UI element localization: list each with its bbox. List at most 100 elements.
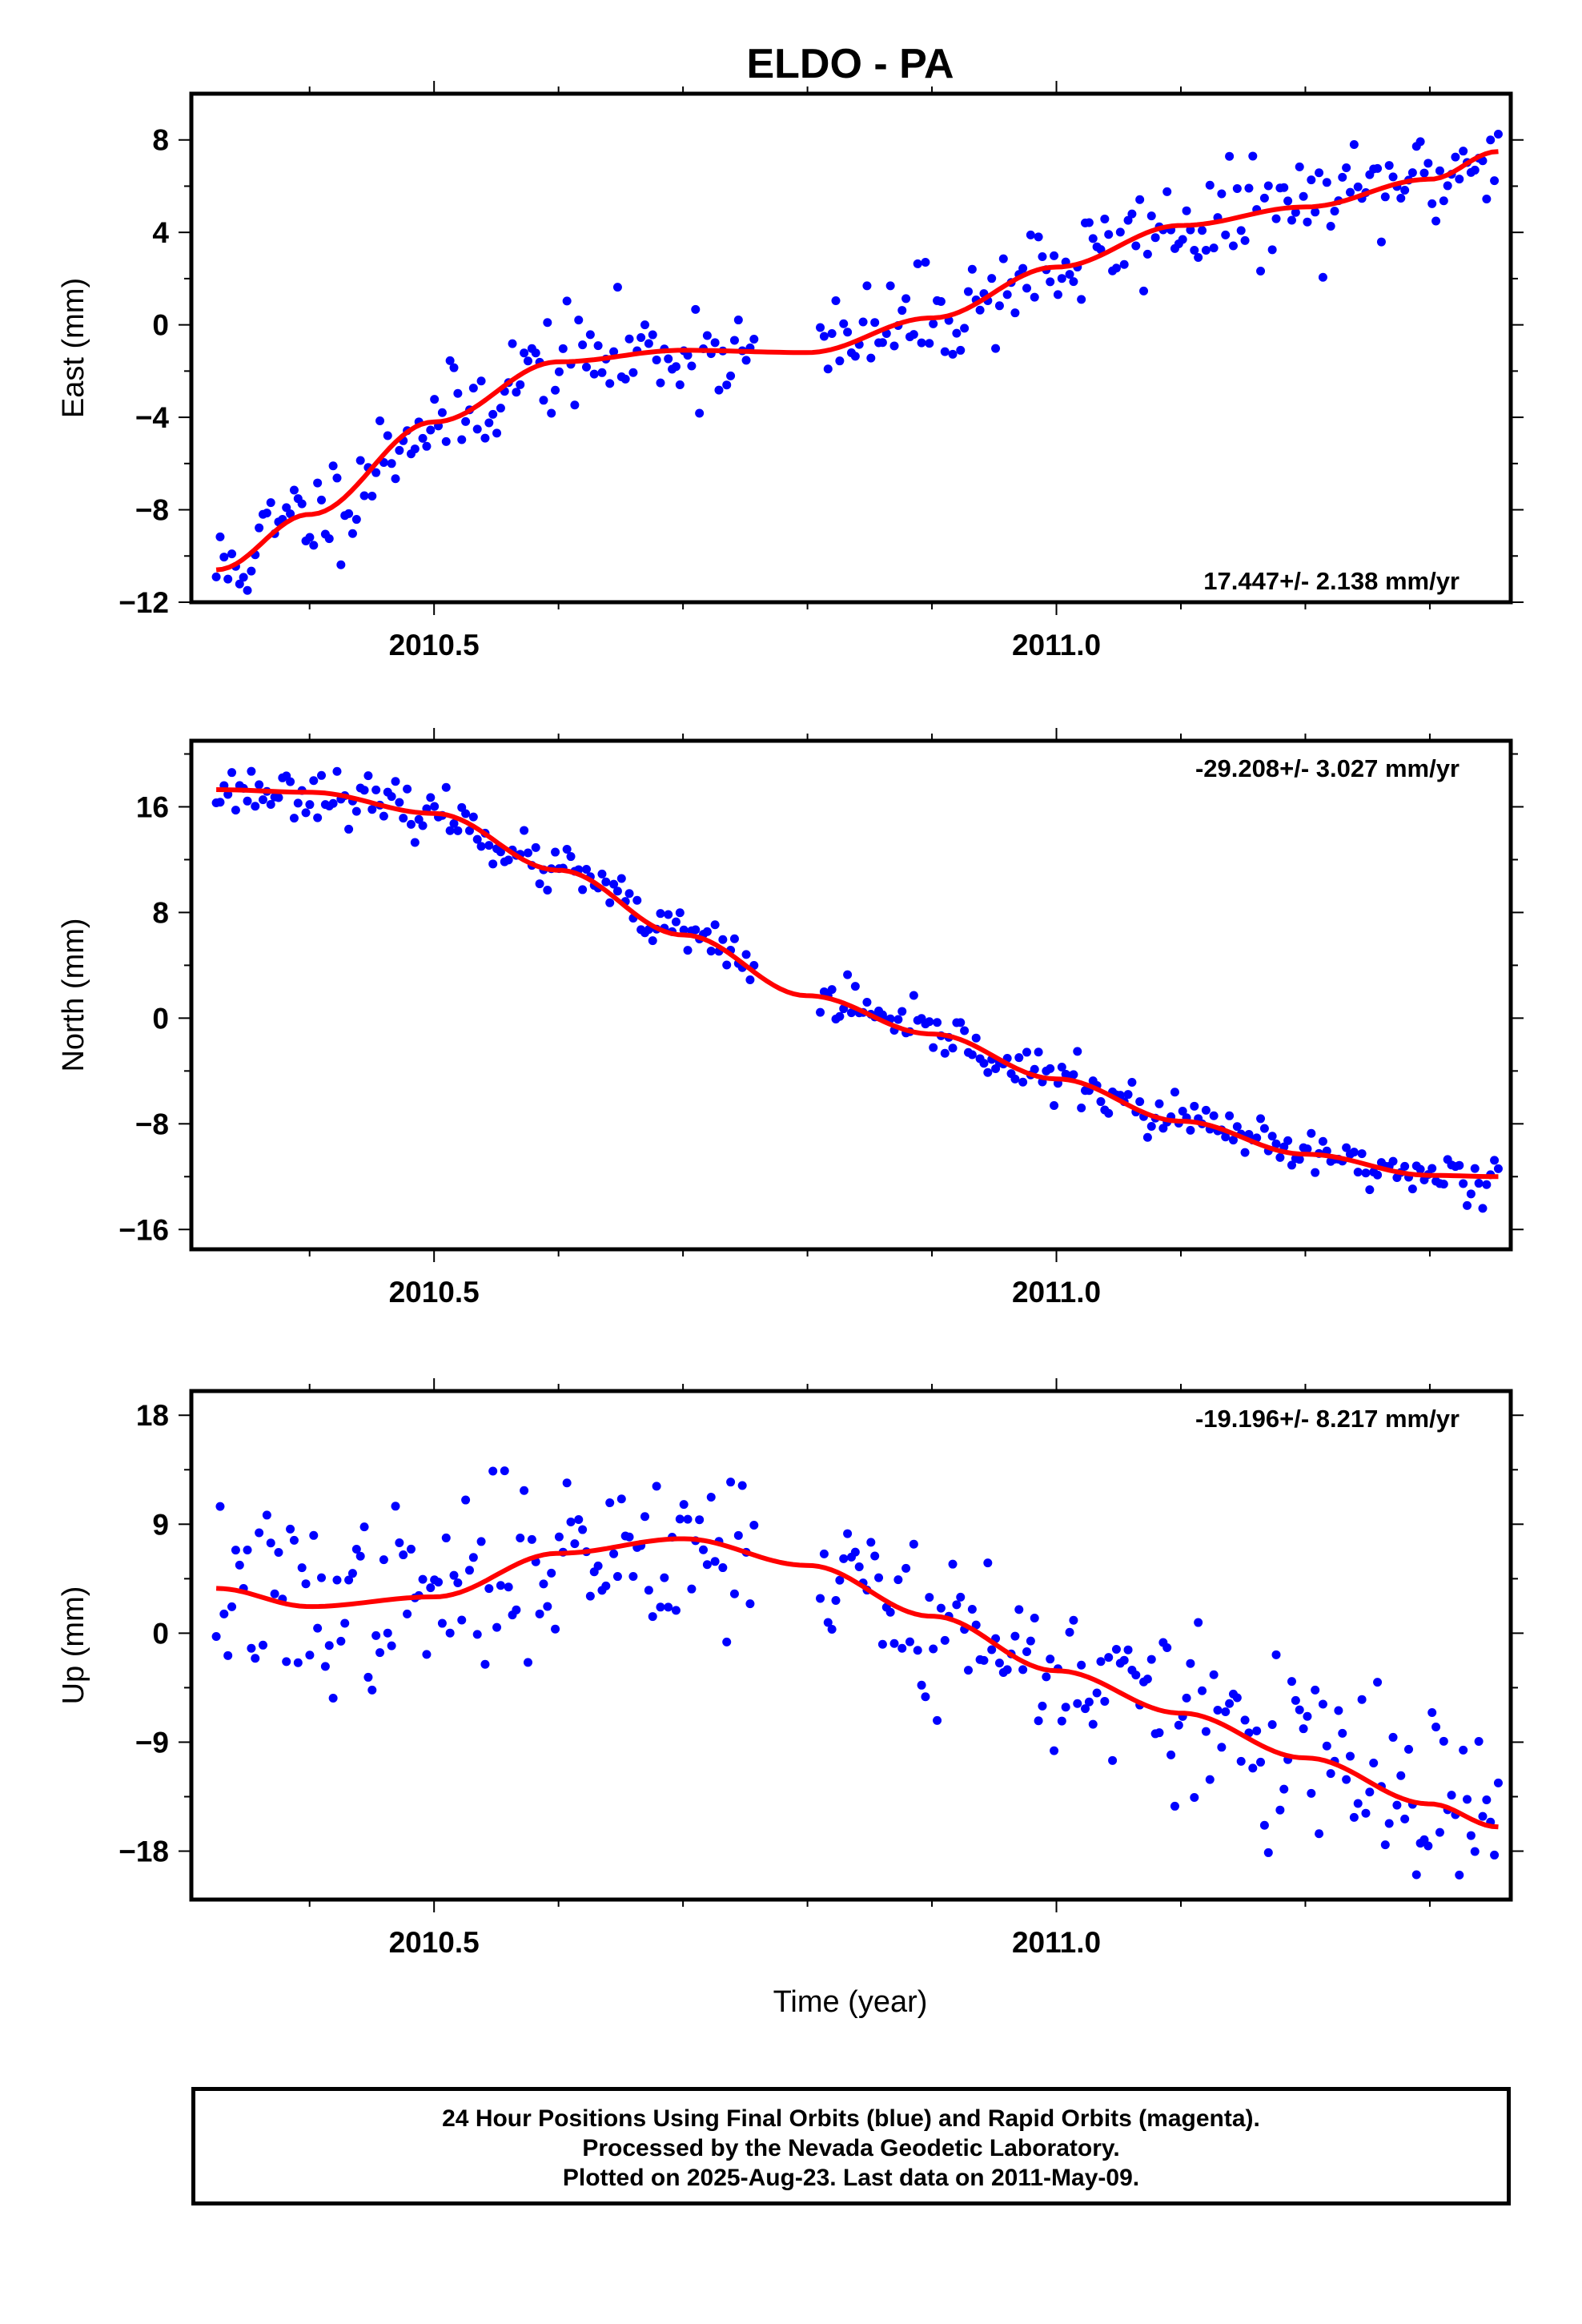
data-point [259,795,268,805]
data-point [508,339,517,348]
data-point [426,793,436,802]
data-point [570,400,580,410]
data-point [1018,1665,1028,1675]
data-point [297,1563,307,1573]
data-point [913,259,922,268]
data-point [921,257,930,267]
data-point [858,317,868,327]
data-point [593,341,603,351]
data-point [347,1569,357,1578]
data-point [1225,1699,1235,1708]
data-point [566,1518,576,1527]
data-point [403,1609,412,1618]
data-point [461,1495,471,1505]
data-point [313,478,323,488]
panel-1: 2010.5 2011.0 −12 −8 −4 0 4 8 East (mm) 17.447+/-… [57,81,1524,661]
data-point [1205,1775,1215,1784]
data-point [1057,1063,1066,1072]
data-point [975,305,985,315]
data-point [913,1646,922,1655]
data-point [1190,1101,1199,1111]
data-point [1119,259,1129,269]
data-point [410,444,420,454]
data-point [1135,195,1145,204]
data-point [1014,1053,1024,1063]
data-point [1361,1168,1371,1178]
data-point [570,1539,580,1549]
data-point [340,1618,350,1628]
data-point [1419,168,1429,178]
data-point [862,281,872,291]
data-point [399,1550,408,1560]
data-point [652,1482,661,1491]
data-point [827,1625,837,1634]
data-point [418,433,428,443]
data-point [301,1579,311,1589]
data-point [1353,182,1363,191]
data-point [1303,1144,1312,1154]
data-point [652,355,661,364]
data-point [223,574,233,584]
data-point [500,1466,509,1476]
data-point [1154,1099,1164,1108]
data-point [1279,1784,1289,1794]
data-point [554,367,564,376]
data-point [971,1620,981,1630]
data-point [605,1498,615,1508]
data-point [1267,245,1277,255]
data-point [897,306,907,316]
y-tick-label: 0 [152,1002,169,1035]
data-point [994,1659,1004,1668]
data-point [905,1637,914,1647]
data-point [1162,1642,1172,1652]
data-point [866,1538,876,1547]
data-point [1111,1645,1121,1655]
data-point [729,1589,739,1598]
data-point [1002,290,1012,300]
data-point [714,385,724,395]
data-point [624,334,634,344]
data-point [317,770,327,780]
data-point [664,1602,673,1612]
data-point [1493,1778,1503,1787]
data-point [418,821,428,830]
data-point [215,1502,225,1511]
data-point [1236,1756,1246,1766]
data-point [488,859,498,869]
data-point [251,802,260,811]
panels: 2010.5 2011.0 −12 −8 −4 0 4 8 East (mm) 17.447+/-… [57,81,1524,1959]
data-points [211,1466,1503,1880]
data-point [998,254,1008,263]
data-point [1077,1660,1086,1670]
data-point [1123,215,1133,225]
data-point [816,1594,825,1603]
data-point [359,786,369,795]
data-point [1010,1631,1020,1641]
data-point [457,1615,467,1625]
data-point [1046,1655,1055,1664]
data-point [1357,1149,1367,1159]
data-point [211,1632,221,1642]
data-point [1018,263,1028,273]
data-point [816,323,825,332]
data-point [1318,272,1327,282]
data-point [1303,217,1312,227]
rate-label: -29.208+/- 3.027 mm/yr [1195,754,1460,782]
data-point [601,877,611,887]
data-point [925,339,934,348]
data-point [535,1609,544,1618]
data-point [636,333,646,343]
data-point [909,991,918,1000]
data-point [328,1693,338,1703]
data-point [523,848,532,858]
data-point [967,1604,977,1614]
data-point [612,283,622,292]
data-point [733,1530,743,1540]
y-tick-label: −16 [118,1213,169,1246]
data-point [441,436,451,446]
data-point [835,1575,845,1585]
data-point [1271,1650,1281,1659]
data-point [1182,206,1191,215]
data-point [1252,1726,1262,1735]
data-point [839,319,849,328]
